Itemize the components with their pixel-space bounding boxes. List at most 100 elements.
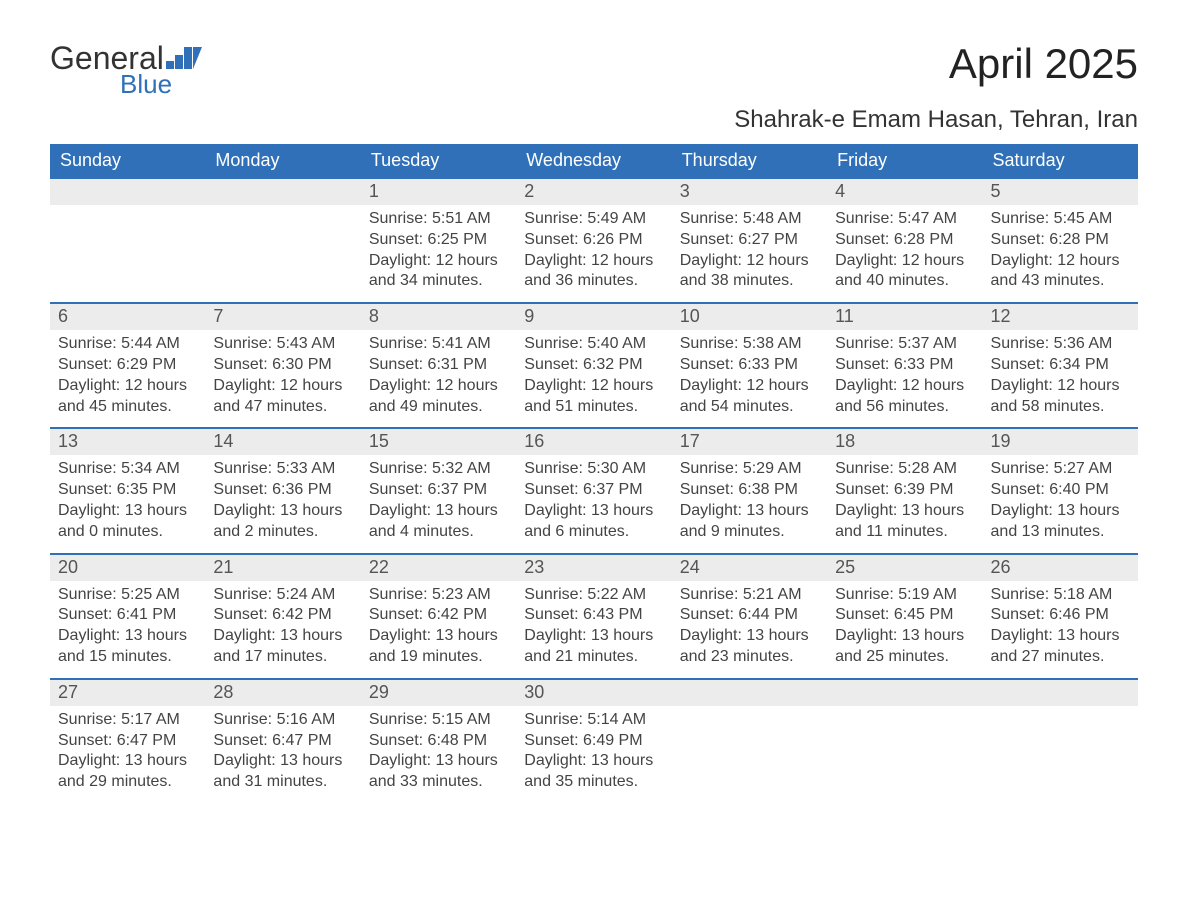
sunrise-text: Sunrise: 5:14 AM xyxy=(524,710,663,731)
day-body: Sunrise: 5:18 AMSunset: 6:46 PMDaylight:… xyxy=(983,581,1138,678)
daylight2-text: and 45 minutes. xyxy=(58,397,197,418)
week-row: 1Sunrise: 5:51 AMSunset: 6:25 PMDaylight… xyxy=(50,177,1138,302)
daylight1-text: Daylight: 13 hours xyxy=(213,626,352,647)
daylight2-text: and 35 minutes. xyxy=(524,772,663,793)
sunset-text: Sunset: 6:36 PM xyxy=(213,480,352,501)
daylight1-text: Daylight: 13 hours xyxy=(680,501,819,522)
sunset-text: Sunset: 6:31 PM xyxy=(369,355,508,376)
sunset-text: Sunset: 6:40 PM xyxy=(991,480,1130,501)
sunset-text: Sunset: 6:30 PM xyxy=(213,355,352,376)
daylight2-text: and 0 minutes. xyxy=(58,522,197,543)
day-number: 22 xyxy=(361,555,516,581)
day-cell: 20Sunrise: 5:25 AMSunset: 6:41 PMDayligh… xyxy=(50,555,205,678)
daylight2-text: and 51 minutes. xyxy=(524,397,663,418)
day-number: 14 xyxy=(205,429,360,455)
daylight2-text: and 38 minutes. xyxy=(680,271,819,292)
page-title: April 2025 xyxy=(949,40,1138,88)
day-number: 8 xyxy=(361,304,516,330)
daylight2-text: and 9 minutes. xyxy=(680,522,819,543)
sunset-text: Sunset: 6:27 PM xyxy=(680,230,819,251)
daylight1-text: Daylight: 12 hours xyxy=(524,251,663,272)
sunset-text: Sunset: 6:35 PM xyxy=(58,480,197,501)
daylight2-text: and 29 minutes. xyxy=(58,772,197,793)
daylight2-text: and 58 minutes. xyxy=(991,397,1130,418)
day-cell: 18Sunrise: 5:28 AMSunset: 6:39 PMDayligh… xyxy=(827,429,982,552)
daylight2-text: and 43 minutes. xyxy=(991,271,1130,292)
day-number: 4 xyxy=(827,179,982,205)
sunrise-text: Sunrise: 5:38 AM xyxy=(680,334,819,355)
sunset-text: Sunset: 6:33 PM xyxy=(835,355,974,376)
day-number: 7 xyxy=(205,304,360,330)
day-cell: 2Sunrise: 5:49 AMSunset: 6:26 PMDaylight… xyxy=(516,179,671,302)
day-body: Sunrise: 5:24 AMSunset: 6:42 PMDaylight:… xyxy=(205,581,360,678)
daylight2-text: and 33 minutes. xyxy=(369,772,508,793)
day-cell: 27Sunrise: 5:17 AMSunset: 6:47 PMDayligh… xyxy=(50,680,205,803)
sunrise-text: Sunrise: 5:44 AM xyxy=(58,334,197,355)
sunset-text: Sunset: 6:39 PM xyxy=(835,480,974,501)
sunset-text: Sunset: 6:33 PM xyxy=(680,355,819,376)
day-body: Sunrise: 5:17 AMSunset: 6:47 PMDaylight:… xyxy=(50,706,205,803)
day-body: Sunrise: 5:38 AMSunset: 6:33 PMDaylight:… xyxy=(672,330,827,427)
daylight1-text: Daylight: 13 hours xyxy=(835,626,974,647)
day-body: Sunrise: 5:34 AMSunset: 6:35 PMDaylight:… xyxy=(50,455,205,552)
day-cell: 28Sunrise: 5:16 AMSunset: 6:47 PMDayligh… xyxy=(205,680,360,803)
sunrise-text: Sunrise: 5:40 AM xyxy=(524,334,663,355)
day-cell: 1Sunrise: 5:51 AMSunset: 6:25 PMDaylight… xyxy=(361,179,516,302)
day-cell xyxy=(50,179,205,302)
day-header: Wednesday xyxy=(516,144,671,177)
day-cell: 12Sunrise: 5:36 AMSunset: 6:34 PMDayligh… xyxy=(983,304,1138,427)
daylight2-text: and 34 minutes. xyxy=(369,271,508,292)
day-cell: 25Sunrise: 5:19 AMSunset: 6:45 PMDayligh… xyxy=(827,555,982,678)
day-body: Sunrise: 5:21 AMSunset: 6:44 PMDaylight:… xyxy=(672,581,827,678)
day-body xyxy=(672,706,827,720)
day-cell: 9Sunrise: 5:40 AMSunset: 6:32 PMDaylight… xyxy=(516,304,671,427)
day-body xyxy=(827,706,982,720)
sunset-text: Sunset: 6:49 PM xyxy=(524,731,663,752)
daylight1-text: Daylight: 13 hours xyxy=(213,751,352,772)
day-number: 27 xyxy=(50,680,205,706)
day-number: 12 xyxy=(983,304,1138,330)
sunrise-text: Sunrise: 5:30 AM xyxy=(524,459,663,480)
day-cell: 13Sunrise: 5:34 AMSunset: 6:35 PMDayligh… xyxy=(50,429,205,552)
day-body: Sunrise: 5:43 AMSunset: 6:30 PMDaylight:… xyxy=(205,330,360,427)
day-number: 25 xyxy=(827,555,982,581)
day-body: Sunrise: 5:29 AMSunset: 6:38 PMDaylight:… xyxy=(672,455,827,552)
daylight2-text: and 25 minutes. xyxy=(835,647,974,668)
day-number: 20 xyxy=(50,555,205,581)
day-body: Sunrise: 5:40 AMSunset: 6:32 PMDaylight:… xyxy=(516,330,671,427)
sunset-text: Sunset: 6:44 PM xyxy=(680,605,819,626)
daylight1-text: Daylight: 13 hours xyxy=(524,751,663,772)
sunset-text: Sunset: 6:25 PM xyxy=(369,230,508,251)
sunset-text: Sunset: 6:42 PM xyxy=(369,605,508,626)
day-cell: 21Sunrise: 5:24 AMSunset: 6:42 PMDayligh… xyxy=(205,555,360,678)
sunrise-text: Sunrise: 5:25 AM xyxy=(58,585,197,606)
day-cell xyxy=(983,680,1138,803)
daylight2-text: and 27 minutes. xyxy=(991,647,1130,668)
day-number: 9 xyxy=(516,304,671,330)
day-cell: 3Sunrise: 5:48 AMSunset: 6:27 PMDaylight… xyxy=(672,179,827,302)
day-number: 19 xyxy=(983,429,1138,455)
day-cell: 7Sunrise: 5:43 AMSunset: 6:30 PMDaylight… xyxy=(205,304,360,427)
daylight1-text: Daylight: 13 hours xyxy=(524,626,663,647)
daylight2-text: and 11 minutes. xyxy=(835,522,974,543)
day-number xyxy=(672,680,827,706)
daylight2-text: and 13 minutes. xyxy=(991,522,1130,543)
day-number: 18 xyxy=(827,429,982,455)
sunrise-text: Sunrise: 5:16 AM xyxy=(213,710,352,731)
daylight1-text: Daylight: 13 hours xyxy=(991,501,1130,522)
sunset-text: Sunset: 6:29 PM xyxy=(58,355,197,376)
daylight1-text: Daylight: 13 hours xyxy=(991,626,1130,647)
day-number: 2 xyxy=(516,179,671,205)
sunset-text: Sunset: 6:28 PM xyxy=(835,230,974,251)
day-cell: 5Sunrise: 5:45 AMSunset: 6:28 PMDaylight… xyxy=(983,179,1138,302)
daylight2-text: and 54 minutes. xyxy=(680,397,819,418)
sunrise-text: Sunrise: 5:15 AM xyxy=(369,710,508,731)
daylight2-text: and 6 minutes. xyxy=(524,522,663,543)
daylight2-text: and 4 minutes. xyxy=(369,522,508,543)
title-block: April 2025 xyxy=(949,40,1138,88)
day-number: 17 xyxy=(672,429,827,455)
day-number: 1 xyxy=(361,179,516,205)
sunrise-text: Sunrise: 5:27 AM xyxy=(991,459,1130,480)
day-body xyxy=(983,706,1138,720)
day-body: Sunrise: 5:49 AMSunset: 6:26 PMDaylight:… xyxy=(516,205,671,302)
